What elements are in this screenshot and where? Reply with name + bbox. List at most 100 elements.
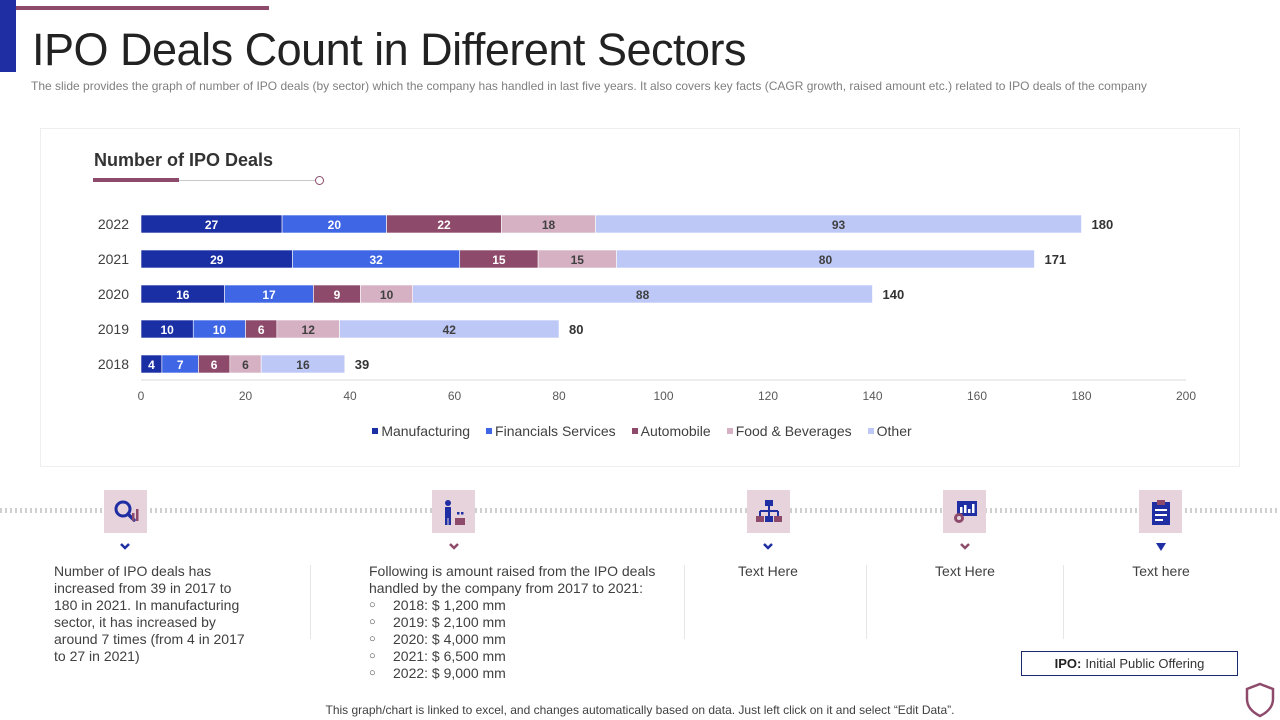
- x-tick-label: 100: [653, 389, 673, 403]
- chart-title-dot: [315, 176, 324, 185]
- chart-title: Number of IPO Deals: [94, 150, 274, 170]
- legend-label: Manufacturing: [381, 423, 471, 439]
- bar-segment: [412, 284, 873, 304]
- fact-placeholder-4: Text Here: [935, 563, 995, 579]
- legend-item: Food & Beverages: [726, 423, 852, 439]
- legend-item: Financials Services: [486, 423, 616, 439]
- y-category-label: 2022: [98, 216, 129, 232]
- bar-segment: [595, 214, 1082, 234]
- x-tick-label: 80: [552, 389, 566, 403]
- bar-value-label: 16: [176, 288, 190, 302]
- list-item: 2020: $ 4,000 mm: [369, 631, 669, 648]
- bar-value-label: 18: [542, 218, 556, 232]
- chart-title-underline: [93, 180, 315, 181]
- org-chart-icon: [747, 490, 790, 533]
- bar-value-label: 10: [160, 323, 174, 337]
- legend-label: Food & Beverages: [735, 423, 852, 439]
- chevron-down-icon: [960, 543, 970, 550]
- chart-legend: Manufacturing Financials Services Automobi…: [0, 423, 1280, 439]
- legend-label: Automobile: [640, 423, 711, 439]
- bar-value-label: 80: [819, 253, 833, 267]
- y-category-label: 2019: [98, 321, 129, 337]
- list-item: 2018: $ 1,200 mm: [369, 597, 669, 614]
- bar-segment: [339, 319, 560, 339]
- x-tick-label: 20: [239, 389, 253, 403]
- fact-amount-intro: Following is amount raised from the IPO …: [369, 563, 656, 596]
- x-tick-label: 60: [448, 389, 462, 403]
- x-tick-label: 160: [967, 389, 987, 403]
- legend-swatch: [867, 428, 874, 434]
- bar-value-label: 15: [492, 253, 506, 267]
- analytics-monitor-icon: [943, 490, 986, 533]
- bar-total-label: 140: [883, 287, 905, 302]
- x-tick-label: 120: [758, 389, 778, 403]
- legend-label: Financials Services: [495, 423, 616, 439]
- column-separator: [1063, 565, 1064, 639]
- bar-value-label: 17: [262, 288, 276, 302]
- bar-value-label: 9: [334, 288, 341, 302]
- bar-value-label: 15: [571, 253, 585, 267]
- column-separator: [866, 565, 867, 639]
- column-separator: [684, 565, 685, 639]
- bar-value-label: 6: [242, 358, 249, 372]
- legend-swatch: [486, 428, 493, 434]
- x-tick-label: 180: [1071, 389, 1091, 403]
- chevron-down-icon: [449, 543, 459, 550]
- bar-value-label: 29: [210, 253, 224, 267]
- bar-value-label: 27: [205, 218, 219, 232]
- bar-value-label: 6: [211, 358, 218, 372]
- list-item: 2021: $ 6,500 mm: [369, 648, 669, 665]
- bar-total-label: 180: [1092, 217, 1114, 232]
- legend-item: Other: [867, 423, 912, 439]
- y-category-label: 2020: [98, 286, 129, 302]
- abbreviation-term: IPO:: [1054, 656, 1082, 671]
- page-subtitle: The slide provides the graph of number o…: [31, 79, 1147, 93]
- bar-value-label: 22: [437, 218, 451, 232]
- bar-total-label: 80: [569, 322, 583, 337]
- shield-icon: [1245, 682, 1275, 718]
- chevron-down-icon: [120, 543, 130, 550]
- accent-bar-left: [0, 0, 16, 72]
- triangle-down-icon: [1156, 543, 1166, 551]
- search-chart-icon: [104, 490, 147, 533]
- footer-note: This graph/chart is linked to excel, and…: [325, 703, 955, 717]
- bar-value-label: 32: [369, 253, 383, 267]
- fact-placeholder-3: Text Here: [738, 563, 798, 579]
- x-tick-label: 140: [862, 389, 882, 403]
- page-title: IPO Deals Count in Different Sectors: [32, 24, 747, 75]
- abbreviation-box: IPO: Initial Public Offering: [1021, 651, 1238, 676]
- clipboard-icon: [1139, 490, 1182, 533]
- bar-value-label: 10: [380, 288, 394, 302]
- bar-total-label: 171: [1044, 252, 1066, 267]
- legend-swatch: [372, 428, 379, 434]
- accent-bar-top: [16, 6, 269, 10]
- x-tick-label: 40: [343, 389, 357, 403]
- fact-deals-growth: Number of IPO deals has increased from 3…: [54, 563, 245, 664]
- fact-amount-raised: Following is amount raised from the IPO …: [369, 563, 669, 682]
- bar-value-label: 20: [328, 218, 342, 232]
- legend-item: Automobile: [631, 423, 711, 439]
- bar-value-label: 42: [443, 323, 457, 337]
- bar-total-label: 39: [355, 357, 369, 372]
- legend-swatch: [726, 428, 733, 434]
- bar-value-label: 7: [177, 358, 184, 372]
- y-category-label: 2021: [98, 251, 129, 267]
- chart-title-underline-accent: [93, 178, 179, 182]
- x-tick-label: 200: [1176, 389, 1196, 403]
- list-item: 2022: $ 9,000 mm: [369, 665, 669, 682]
- bar-segment: [260, 354, 346, 374]
- person-presenting-icon: [432, 490, 475, 533]
- bar-value-label: 6: [258, 323, 265, 337]
- y-category-label: 2018: [98, 356, 129, 372]
- bar-value-label: 4: [148, 358, 155, 372]
- legend-label: Other: [876, 423, 912, 439]
- bar-value-label: 93: [832, 218, 846, 232]
- amount-list: 2018: $ 1,200 mm 2019: $ 2,100 mm 2020: …: [369, 597, 669, 682]
- fact-placeholder-5: Text here: [1132, 563, 1190, 579]
- bar-segment: [616, 249, 1035, 269]
- legend-swatch: [631, 428, 638, 434]
- column-separator: [310, 565, 311, 639]
- chevron-down-icon: [763, 543, 773, 550]
- list-item: 2019: $ 2,100 mm: [369, 614, 669, 631]
